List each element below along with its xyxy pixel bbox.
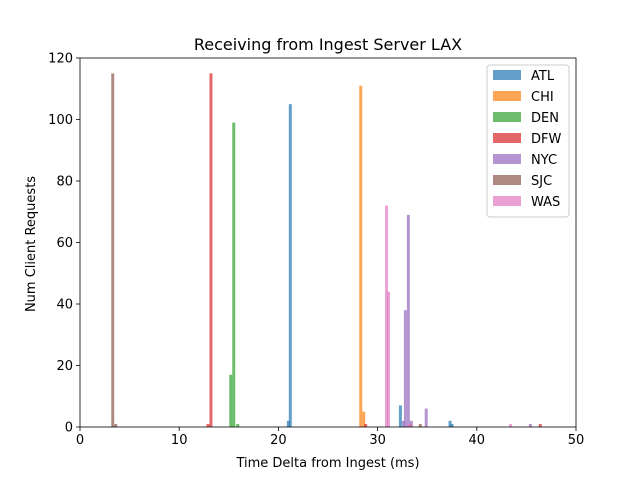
bar-den-2: [236, 423, 240, 427]
bar-was-0: [385, 205, 389, 427]
legend-label-was: WAS: [531, 195, 560, 210]
x-tick-label: 0: [76, 433, 84, 448]
legend-swatch-was: [493, 196, 521, 206]
y-tick-label: 100: [48, 113, 73, 128]
axes-group: 0 10 20 30 40 50 0 20 40 60 80 100 120: [48, 52, 584, 449]
bar-dfw-3: [538, 423, 542, 427]
bar-chi-1: [362, 411, 366, 428]
y-tick-label: 0: [65, 421, 73, 436]
y-tick-label: 40: [56, 298, 73, 313]
bar-sjc-1: [114, 423, 118, 427]
bar-atl-2: [398, 405, 402, 427]
legend-label-atl: ATL: [531, 69, 555, 84]
legend: ATL CHI DEN DFW NYC SJC WAS: [486, 64, 570, 218]
bar-atl-3: [448, 420, 452, 427]
bars-group: [111, 73, 542, 428]
bar-chi-0: [359, 85, 363, 428]
chart-title: Receiving from Ingest Server LAX: [194, 35, 462, 54]
bar-sjc-2: [418, 423, 422, 427]
y-tick-label: 60: [56, 236, 73, 251]
bar-sjc-0: [111, 73, 115, 428]
x-tick-label: 10: [171, 433, 188, 448]
y-tick-label: 20: [56, 359, 73, 374]
legend-swatch-atl: [493, 70, 521, 80]
bar-den-0: [229, 374, 233, 427]
x-tick-label: 40: [469, 433, 486, 448]
bar-dfw-0: [206, 423, 210, 427]
bar-den-1: [232, 122, 236, 427]
legend-label-dfw: DFW: [531, 132, 561, 147]
bar-atl-0: [286, 420, 290, 427]
bar-nyc-5: [528, 423, 532, 427]
bar-dfw-1: [209, 73, 213, 428]
bar-nyc-4: [424, 408, 428, 427]
bar-nyc-0: [401, 420, 405, 427]
bar-was-1: [387, 291, 390, 427]
x-tick-label: 30: [369, 433, 386, 448]
legend-swatch-dfw: [493, 133, 521, 143]
bar-nyc-3: [409, 420, 413, 427]
legend-swatch-nyc: [493, 154, 521, 164]
bar-nyc-2: [406, 214, 410, 427]
bar-atl-1: [288, 104, 292, 428]
bar-was-3: [509, 423, 513, 427]
y-axis-label: Num Client Requests: [24, 176, 39, 312]
legend-swatch-sjc: [493, 175, 521, 185]
legend-label-chi: CHI: [531, 90, 554, 105]
legend-label-den: DEN: [531, 111, 559, 126]
bar-atl-4: [450, 423, 454, 427]
y-tick-label: 120: [48, 52, 73, 67]
legend-label-nyc: NYC: [531, 153, 557, 168]
x-tick-label: 50: [568, 433, 585, 448]
legend-swatch-den: [493, 112, 521, 122]
x-axis-label: Time Delta from Ingest (ms): [235, 456, 419, 471]
x-tick-label: 20: [270, 433, 287, 448]
legend-label-sjc: SJC: [531, 174, 552, 189]
bar-nyc-1: [403, 310, 407, 427]
bar-was-2: [407, 423, 411, 427]
legend-swatch-chi: [493, 91, 521, 101]
y-tick-label: 80: [56, 175, 73, 190]
bar-dfw-2: [364, 423, 368, 427]
